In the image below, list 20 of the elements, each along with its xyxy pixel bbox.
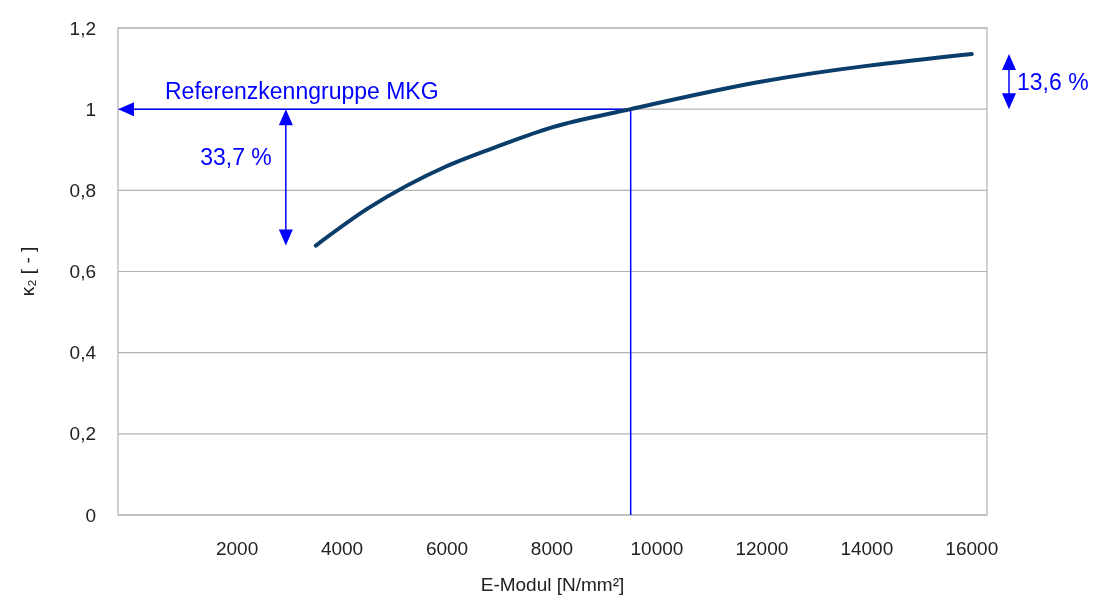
- x-tick-label: 16000: [945, 538, 999, 559]
- y-tick-label: 1: [85, 98, 96, 120]
- text: 13,6 %: [1017, 68, 1089, 95]
- x-tick-label: 10000: [630, 538, 684, 559]
- y-tick-label: 0,8: [69, 179, 96, 201]
- y-axis-title: κ₂ [ - ]: [17, 246, 38, 297]
- y-tick-label: 1,2: [69, 17, 96, 39]
- x-tick-label: 14000: [840, 538, 894, 559]
- y-tick-label: 0,2: [69, 423, 96, 445]
- x-axis-title: E-Modul [N/mm²]: [480, 574, 625, 595]
- y-tick-label: 0,6: [69, 261, 96, 283]
- x-tick-label: 6000: [425, 538, 469, 559]
- x-tick-label: 4000: [320, 538, 364, 559]
- ref-line-label: Referenzkenngruppe MKG: [165, 78, 439, 105]
- y-tick-label: 0: [85, 504, 96, 526]
- annotation: 33,7 %: [200, 144, 272, 171]
- y-tick-label: 0,4: [69, 342, 97, 364]
- x-tick-label: 2000: [215, 538, 259, 559]
- x-tick-label: 12000: [735, 538, 789, 559]
- x-tick-label: 8000: [530, 538, 574, 559]
